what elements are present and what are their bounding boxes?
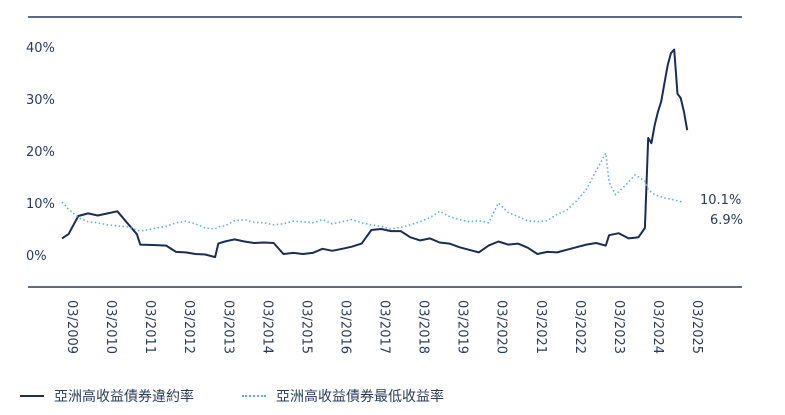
x-tick-label: 03/2024 — [650, 300, 665, 354]
x-axis-ticks: 03/2009 03/2010 03/2011 03/2012 03/2013 03/20… — [64, 300, 704, 354]
x-tick-label: 03/2011 — [142, 300, 157, 354]
end-label-min-yield: 10.1% — [700, 193, 741, 208]
x-tick-label: 03/2016 — [337, 300, 352, 354]
x-tick-label: 03/2020 — [494, 300, 509, 354]
legend: 亞洲高收益債券違約率 亞洲高收益債券最低收益率 — [20, 385, 492, 407]
x-tick-label: 03/2022 — [572, 300, 587, 354]
x-tick-label: 03/2019 — [455, 300, 470, 354]
x-tick-label: 03/2012 — [181, 300, 196, 354]
x-tick-label: 03/2010 — [103, 300, 118, 354]
y-tick-label: 40% — [26, 41, 55, 56]
legend-swatch-dotted — [242, 395, 266, 397]
x-tick-label: 03/2013 — [220, 300, 235, 354]
series-layer — [61, 48, 689, 259]
y-tick-label: 10% — [26, 197, 55, 212]
legend-item-min-yield: 亞洲高收益債券最低收益率 — [242, 386, 444, 406]
x-tick-label: 03/2009 — [64, 300, 79, 354]
legend-label-min-yield: 亞洲高收益債券最低收益率 — [276, 389, 444, 405]
end-label-default-rate: 6.9% — [710, 213, 743, 228]
x-tick-label: 03/2023 — [611, 300, 626, 354]
x-tick-label: 03/2018 — [416, 300, 431, 354]
x-tick-label: 03/2017 — [377, 300, 392, 354]
y-tick-label: 20% — [26, 145, 55, 160]
end-labels: 6.9% 10.1% — [700, 193, 743, 228]
legend-label-default-rate: 亞洲高收益債券違約率 — [54, 389, 194, 405]
series-line-default-rate — [61, 48, 689, 259]
legend-swatch-solid — [20, 395, 44, 397]
x-tick-label: 03/2025 — [689, 300, 704, 354]
legend-item-default-rate: 亞洲高收益債券違約率 — [20, 386, 194, 406]
x-tick-label: 03/2015 — [298, 300, 313, 354]
y-tick-label: 0% — [26, 249, 47, 264]
y-axis-ticks: 40% 30% 20% 10% 0% — [26, 41, 55, 264]
y-tick-label: 30% — [26, 93, 55, 108]
x-tick-label: 03/2014 — [259, 300, 274, 354]
x-tick-label: 03/2021 — [533, 300, 548, 354]
series-line-min-yield — [61, 152, 685, 232]
